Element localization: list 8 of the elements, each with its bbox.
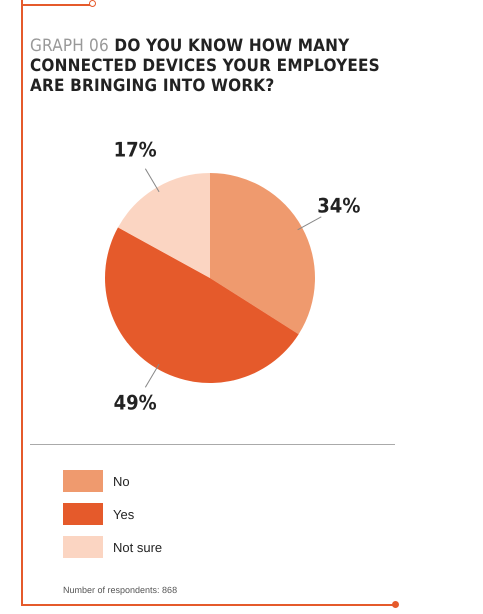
legend-label: Not sure	[113, 540, 162, 554]
chart-title: GRAPH 06 DO YOU KNOW HOW MANY CONNECTED DEVICES YOUR EMPLOYEES ARE BRINGING INTO WORK?	[30, 36, 380, 96]
data-label: 49%	[114, 390, 157, 415]
data-label: 17%	[114, 138, 157, 162]
data-label: 34%	[317, 193, 360, 218]
legend-label: No	[113, 474, 130, 488]
legend-label: Yes	[113, 506, 134, 522]
text: Number of respondents: 868	[63, 585, 178, 595]
